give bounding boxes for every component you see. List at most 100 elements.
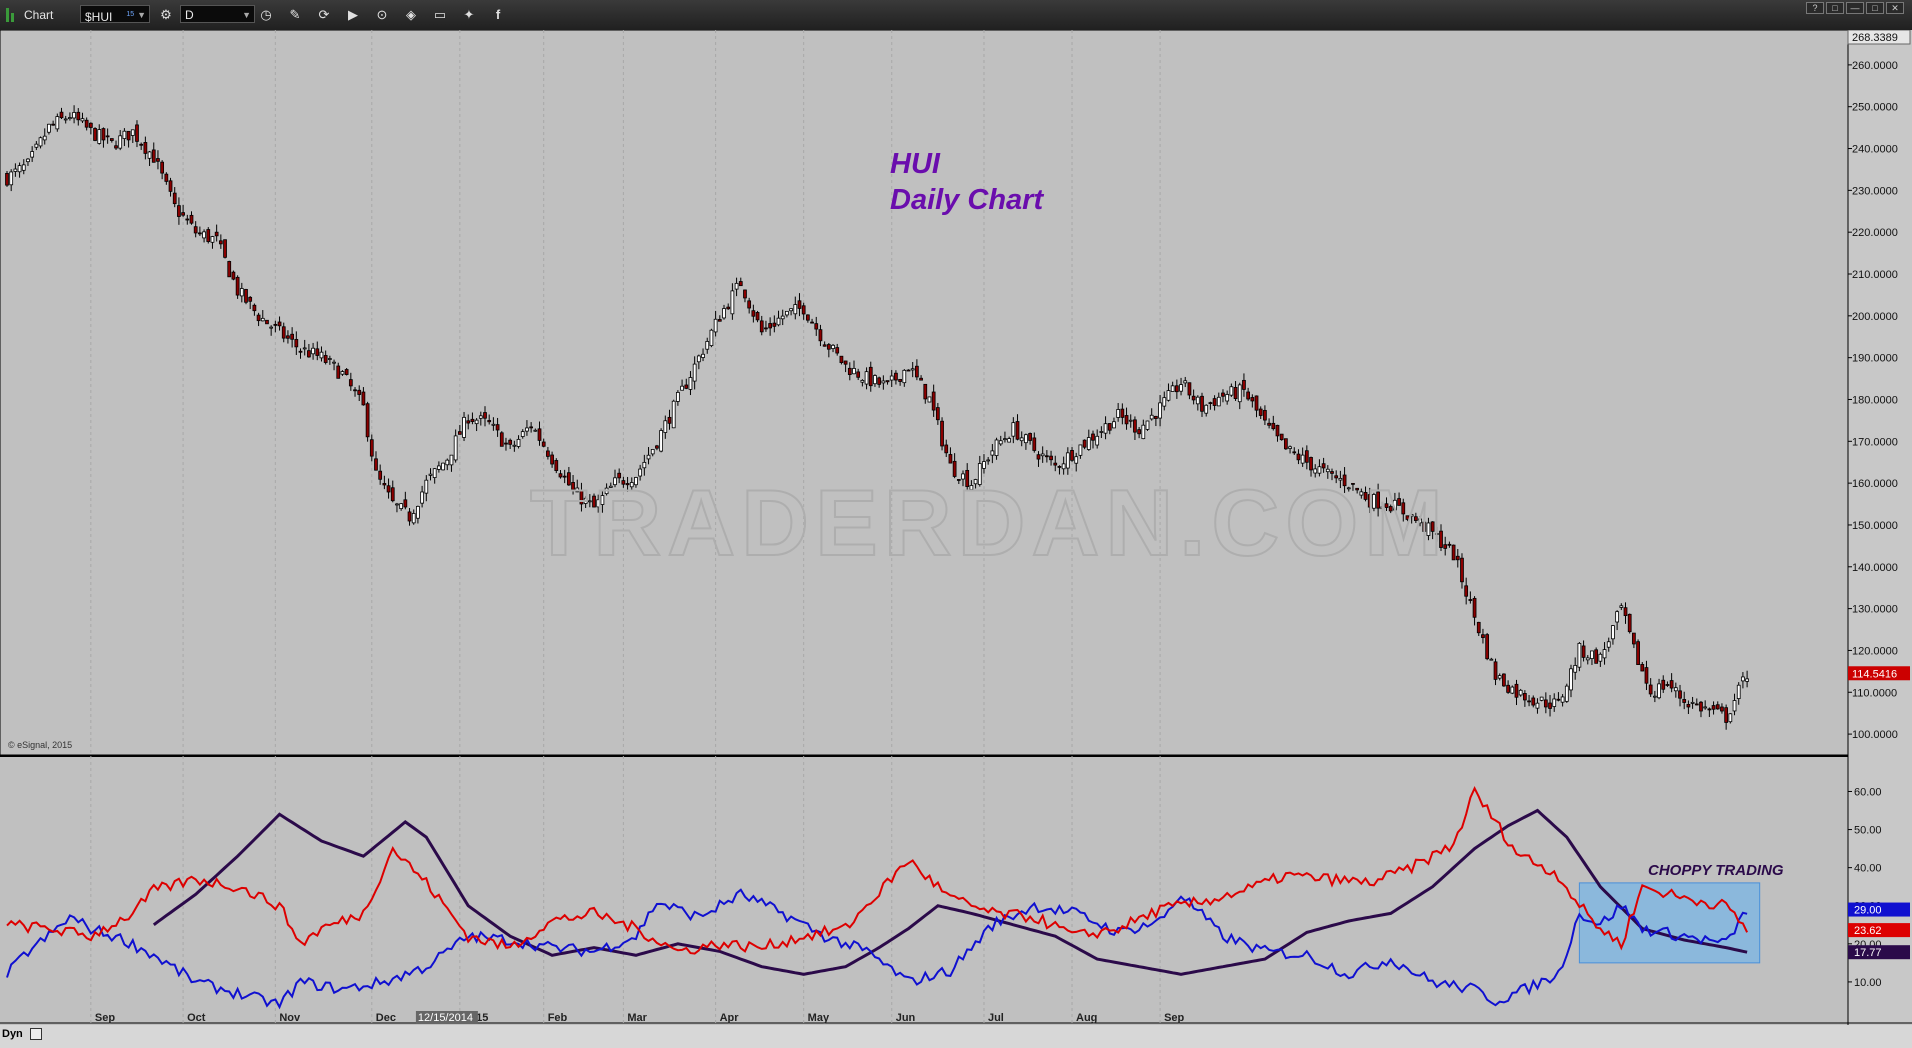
- candle-body: [1388, 506, 1393, 512]
- candle-body: [76, 111, 81, 121]
- month-label: Jun: [896, 1012, 916, 1024]
- clock-icon[interactable]: ◷: [260, 7, 272, 22]
- candle-body: [814, 323, 819, 330]
- candle-body: [1531, 697, 1536, 706]
- candle-body: [1430, 521, 1435, 532]
- candle-body: [487, 420, 492, 423]
- candle-body: [1732, 700, 1737, 712]
- twitter-icon[interactable]: ✦: [463, 7, 475, 22]
- candle-body: [1460, 557, 1464, 583]
- dyn-label[interactable]: Dyn: [2, 1028, 23, 1040]
- candle-body: [1434, 533, 1439, 535]
- candle-body: [730, 290, 735, 315]
- candle-body: [1569, 668, 1573, 691]
- candle-body: [1523, 693, 1527, 701]
- refresh-icon[interactable]: ⟳: [318, 7, 330, 22]
- chevron-down-icon[interactable]: ▼: [242, 10, 251, 20]
- help-icon[interactable]: ?: [1806, 2, 1824, 14]
- search-icon[interactable]: ⊙: [376, 7, 388, 22]
- candle-body: [1497, 675, 1502, 679]
- comment-icon[interactable]: ▭: [433, 7, 447, 22]
- candle-body: [722, 308, 726, 319]
- tag-icon[interactable]: ◈: [406, 7, 416, 22]
- candle-body: [902, 369, 907, 384]
- price-tick-label: 200.0000: [1852, 311, 1898, 323]
- price-tick-label: 160.0000: [1852, 478, 1898, 490]
- candle-body: [353, 389, 357, 392]
- candle-body: [72, 112, 76, 119]
- candle-body: [151, 149, 156, 163]
- candle-body: [1678, 690, 1682, 699]
- candle-body: [717, 319, 722, 322]
- interval-select[interactable]: D ▼: [180, 5, 255, 23]
- pencil-icon[interactable]: ✎: [289, 7, 301, 22]
- candle-body: [1636, 641, 1640, 666]
- candle-body: [655, 445, 659, 449]
- indicator-tick-label: 60.00: [1854, 786, 1882, 798]
- facebook-icon[interactable]: f: [495, 7, 501, 22]
- settings-icon[interactable]: ⚙: [160, 7, 172, 22]
- candle-body: [927, 396, 932, 403]
- candle-body: [789, 308, 793, 312]
- candle-body: [676, 392, 680, 402]
- candle-body: [1225, 394, 1230, 402]
- candle-body: [696, 355, 701, 363]
- candle-body: [34, 143, 39, 148]
- candle-body: [1669, 680, 1674, 689]
- candle-body: [1158, 402, 1162, 419]
- candle-body: [1028, 433, 1032, 441]
- candle-body: [638, 468, 643, 477]
- candle-body: [290, 333, 294, 340]
- candle-body: [147, 151, 152, 159]
- candle-body: [831, 344, 835, 349]
- indicator-value-box: [1848, 945, 1910, 960]
- month-label: Sep: [95, 1012, 115, 1024]
- candle-body: [1049, 455, 1053, 461]
- minimize-icon[interactable]: —: [1846, 2, 1864, 14]
- candle-body: [1401, 502, 1406, 515]
- chart-area[interactable]: 100.0000 110.0000 120.0000 130.0000 140.0000…: [0, 30, 1912, 1025]
- candle-body: [1183, 380, 1188, 384]
- symbol-input[interactable]: $HUI 15 ▼: [80, 5, 150, 24]
- candle-body: [805, 314, 810, 321]
- candle-body: [1573, 665, 1578, 673]
- dyn-toggle[interactable]: [30, 1028, 42, 1040]
- candle-body: [206, 229, 211, 242]
- candle-body: [525, 427, 529, 432]
- candle-body: [319, 351, 324, 359]
- candle-body: [1212, 398, 1217, 406]
- month-label: Oct: [187, 1012, 206, 1024]
- candle-body: [51, 123, 55, 126]
- candle-body: [1464, 585, 1469, 597]
- candle-body: [1627, 613, 1632, 633]
- candle-body: [1661, 679, 1666, 690]
- candle-body: [826, 344, 831, 350]
- candle-body: [114, 145, 118, 149]
- candle-body: [1535, 702, 1540, 709]
- candle-body: [541, 441, 546, 447]
- candle-body: [1166, 390, 1171, 401]
- candle-body: [776, 317, 781, 326]
- play-icon[interactable]: ▶: [348, 7, 358, 22]
- month-label: Dec: [376, 1012, 396, 1024]
- candle-body: [1011, 422, 1016, 437]
- maximize-icon[interactable]: □: [1866, 2, 1884, 14]
- candle-body: [956, 479, 961, 481]
- candle-body: [1615, 611, 1619, 623]
- candle-body: [1552, 698, 1557, 707]
- candle-body: [1372, 494, 1376, 509]
- copyright-label: © eSignal, 2015: [8, 740, 72, 750]
- candle-body: [361, 391, 366, 406]
- candle-body: [868, 366, 873, 387]
- restore-icon[interactable]: □: [1826, 2, 1844, 14]
- candle-body: [1585, 657, 1590, 661]
- candle-body: [554, 460, 559, 471]
- candle-body: [1577, 642, 1582, 668]
- chevron-down-icon[interactable]: ▼: [137, 10, 146, 20]
- close-icon[interactable]: ✕: [1886, 2, 1904, 14]
- indicator-value-label: 29.00: [1854, 905, 1882, 917]
- candle-body: [235, 276, 240, 296]
- indicator-tick-label: 50.00: [1854, 825, 1882, 837]
- candle-body: [139, 143, 144, 146]
- candle-body: [1694, 703, 1699, 706]
